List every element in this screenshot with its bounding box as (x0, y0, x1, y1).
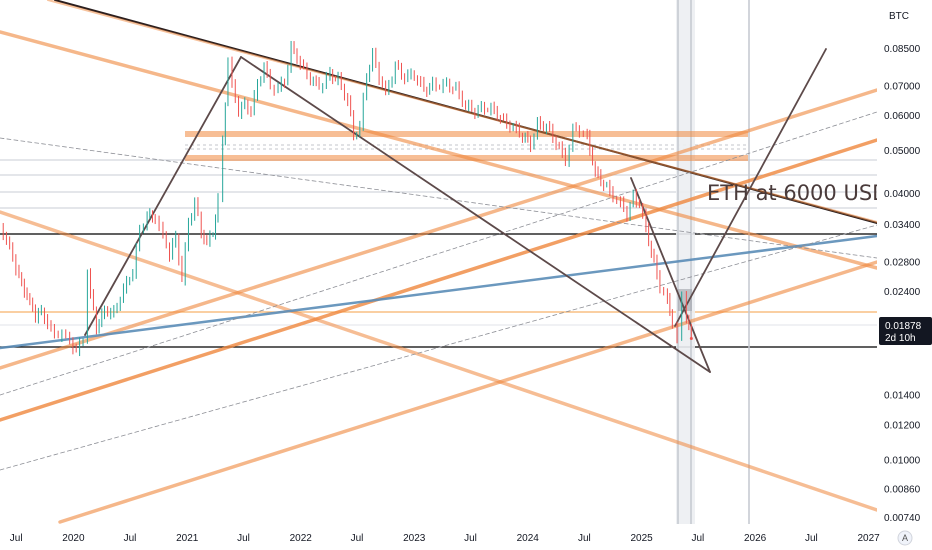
auto-scale-button[interactable]: A (897, 530, 913, 546)
x-tick-label: Jul (237, 533, 250, 544)
auto-scale-label: A (902, 533, 908, 543)
time-axis[interactable]: Jul 2020 Jul 2021 Jul 2022 Jul 2023 Jul 2024 Jul 20… (0, 524, 932, 550)
x-tick-label: 2027 (857, 533, 880, 544)
x-tick-label: Jul (578, 533, 591, 544)
y-tick-label: 0.04000 (884, 189, 921, 200)
x-tick-label: 2021 (176, 533, 199, 544)
x-tick-label: 2024 (517, 533, 540, 544)
ascending-channel-line (0, 138, 879, 422)
impulse-line (630, 177, 711, 373)
current-price-label: 0.01878 (885, 321, 922, 332)
y-tick-label: 0.02400 (884, 287, 921, 298)
y-tick-label: 0.06000 (884, 111, 921, 122)
projection-line-up (674, 48, 827, 327)
current-price-badge: 0.01878 2d 10h (879, 317, 932, 345)
y-tick-label: 0.02800 (884, 257, 921, 268)
x-tick-label: 2026 (744, 533, 767, 544)
y-tick-label: 0.01400 (884, 391, 921, 402)
y-tick-label: 0.03400 (884, 220, 921, 231)
descending-channel-line (0, 210, 879, 512)
x-tick-label: Jul (805, 533, 818, 544)
x-tick-label: Jul (124, 533, 137, 544)
x-tick-label: 2022 (290, 533, 313, 544)
long-term-support-line (0, 234, 879, 350)
y-tick-label: 0.00740 (884, 513, 921, 524)
impulse-line (240, 56, 711, 373)
currency-label: BTC (889, 11, 909, 22)
y-tick-label: 0.00860 (884, 484, 921, 495)
resistance-zone (185, 131, 748, 137)
countdown-label: 2d 10h (885, 333, 916, 344)
x-tick-label: Jul (351, 533, 364, 544)
x-tick-label: Jul (464, 533, 477, 544)
horizontal-levels (0, 144, 877, 348)
impulse-line (84, 56, 242, 336)
y-tick-label: 0.01200 (884, 420, 921, 431)
dashed-trend-line (0, 137, 878, 259)
last-price-point (689, 336, 693, 340)
trend-lines (0, 0, 879, 524)
x-tick-label: Jul (10, 533, 23, 544)
y-tick-label: 0.05000 (884, 146, 921, 157)
x-tick-label: 2025 (630, 533, 653, 544)
ascending-channel-line (58, 260, 879, 524)
x-tick-label: 2023 (403, 533, 426, 544)
y-tick-label: 0.07000 (884, 81, 921, 92)
dashed-trend-line (0, 224, 878, 471)
descending-channel-line (0, 30, 879, 270)
y-tick-label: 0.08500 (884, 44, 921, 55)
ascending-channel-line (0, 88, 879, 370)
price-axis[interactable]: BTC 0.08500 0.07000 0.06000 0.05000 0.04000 0… (877, 0, 932, 524)
y-tick-label: 0.01000 (884, 455, 921, 466)
x-tick-label: Jul (691, 533, 704, 544)
chart-annotation: ETH at 6000 USD (707, 181, 888, 205)
resistance-glow-line (47, 0, 878, 223)
price-series (2, 40, 693, 357)
x-tick-label: 2020 (62, 533, 85, 544)
